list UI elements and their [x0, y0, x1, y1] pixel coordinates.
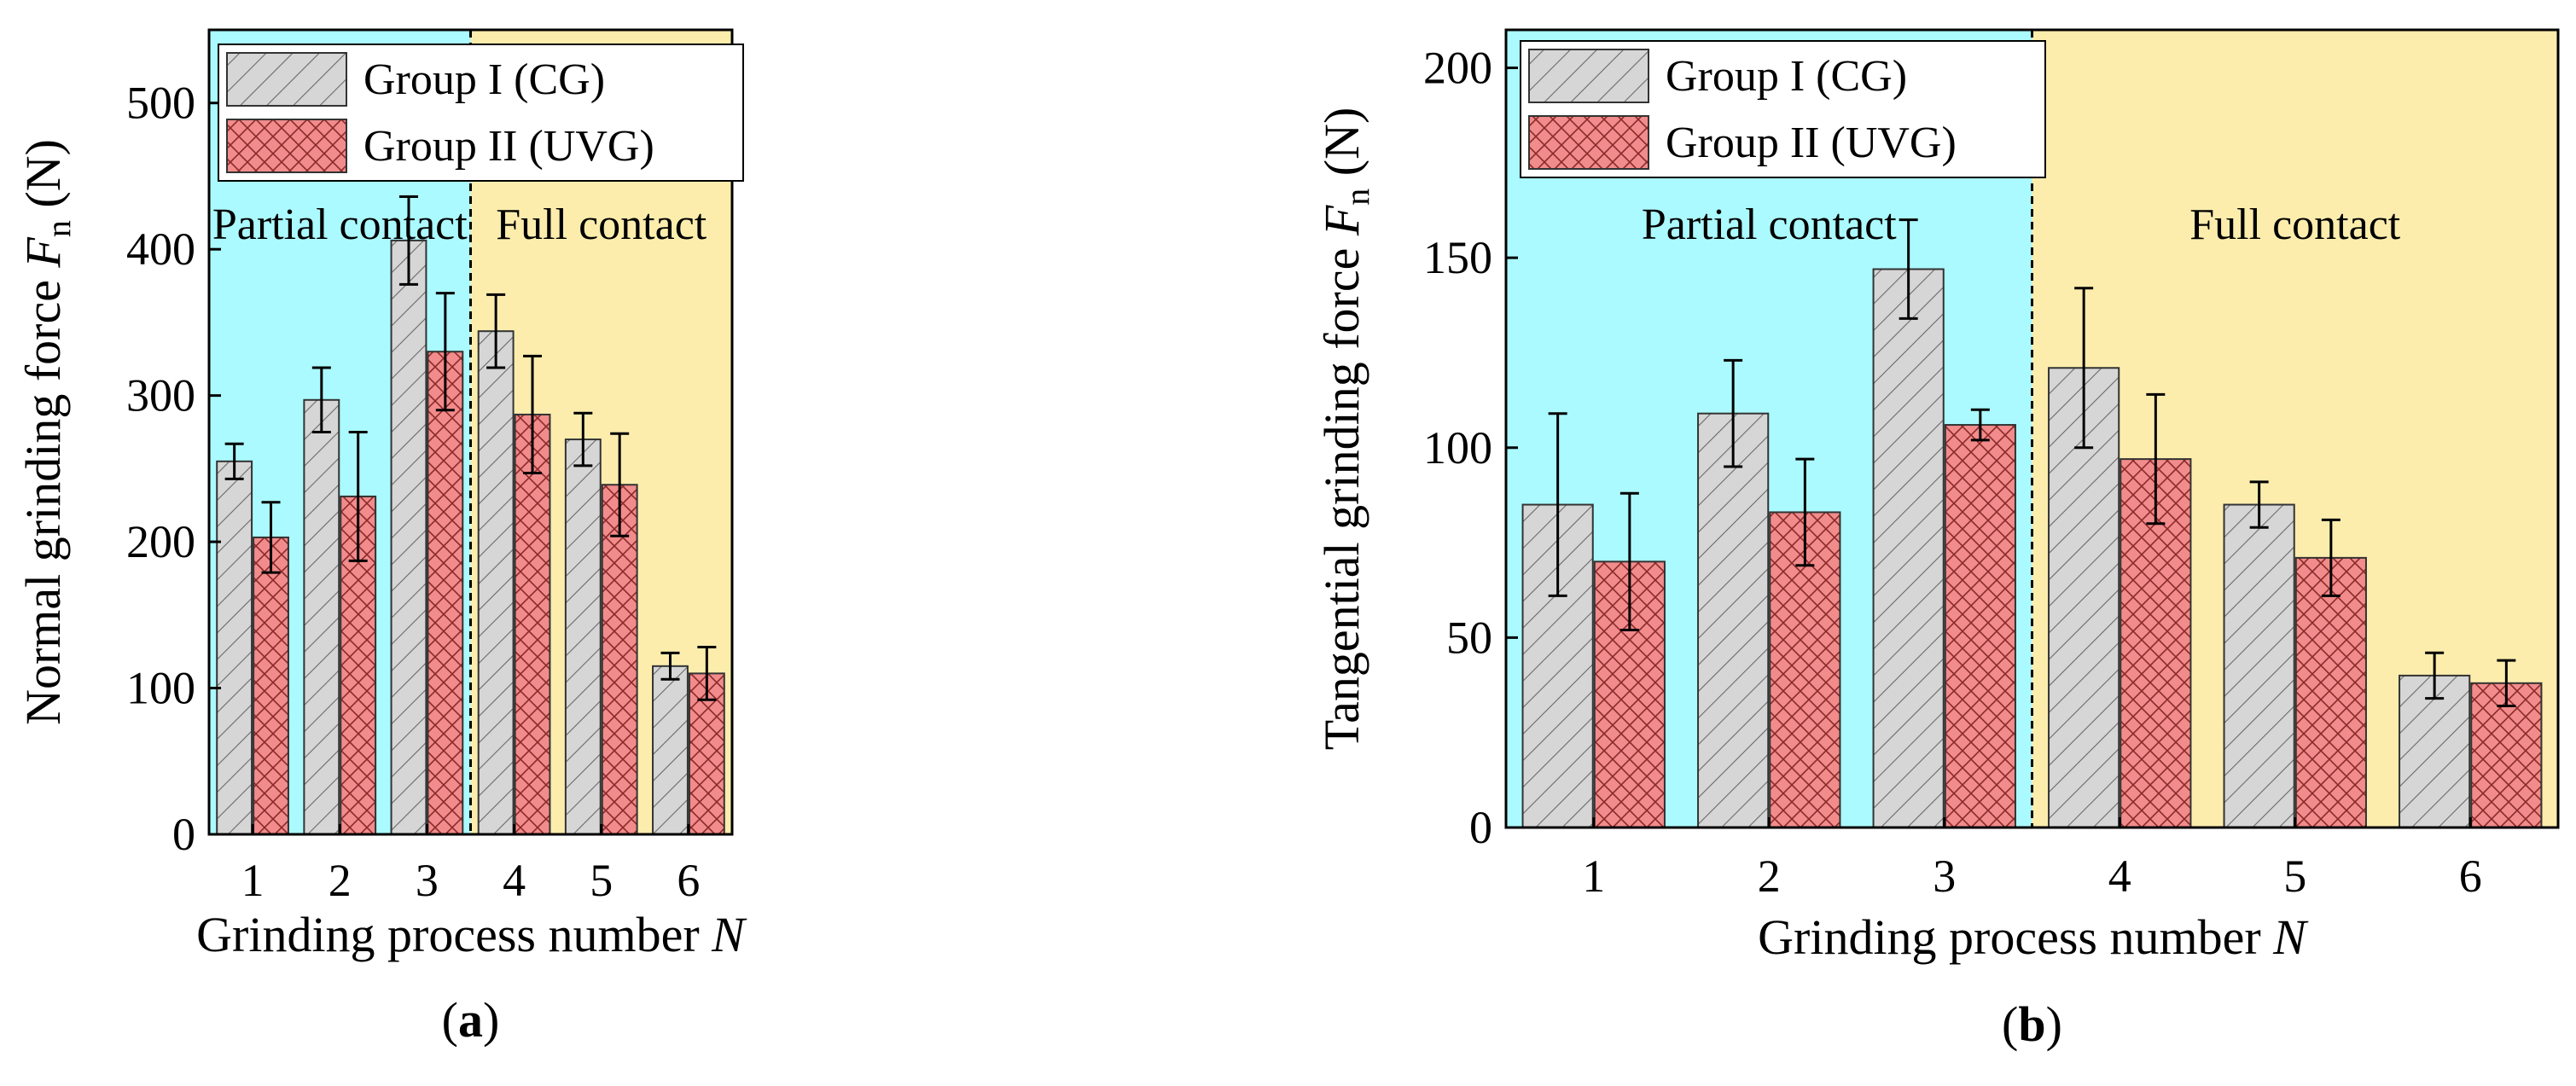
legend-swatch-uvg [226, 119, 347, 173]
x-tick-label: 4 [2108, 851, 2131, 902]
y-tick-label: 0 [1469, 802, 1492, 853]
chart-panel-a: Partial contact Full contact 0 100 200 300 400… [15, 28, 747, 1048]
y-axis-title-text: Normal grinding force [15, 280, 71, 725]
y-tick-label: 200 [126, 516, 195, 567]
y-axis-title: Normal grinding force Fn (N) [15, 139, 78, 725]
x-tick-label: 3 [416, 855, 439, 906]
x-axis-title-space [2261, 909, 2274, 965]
y-tick-label: 300 [126, 370, 195, 421]
plot-frame [1504, 28, 2560, 829]
bar-cg [564, 438, 602, 836]
y-axis-title-unit: (N) [1314, 107, 1369, 177]
chart-panel-b: Partial contact Full contact 0 50 100 150 200 1… [1314, 28, 2560, 1052]
legend-swatch-cg [1528, 49, 1649, 103]
x-tick-label: 5 [590, 855, 613, 906]
legend-label: Group II (UVG) [1666, 119, 1957, 167]
panel-label-open: ( [442, 992, 458, 1048]
x-tick-label: 2 [329, 855, 352, 906]
y-axis-title-space [1314, 235, 1369, 248]
y-axis-title-space [1314, 176, 1369, 189]
legend-swatch-cg [226, 52, 347, 107]
y-tick-label: 100 [1423, 422, 1492, 473]
panel-label-close: ) [2046, 996, 2062, 1052]
bar-uvg [253, 536, 289, 835]
x-tick-label: 1 [1582, 851, 1605, 902]
y-tick-label: 0 [172, 809, 195, 860]
x-axis-title-space [700, 907, 712, 962]
y-tick-label: 500 [126, 78, 195, 129]
x-axis-title: Grinding process number N [1758, 909, 2309, 965]
bar-cg [216, 460, 253, 835]
y-axis-title-subscript: n [39, 220, 78, 237]
y-tick-label: 100 [126, 663, 195, 714]
bar-cg [1872, 268, 1945, 828]
x-tick-label: 4 [503, 855, 526, 906]
y-tick-label: 50 [1446, 612, 1492, 663]
y-axis-title: Tangential grinding force Fn (N) [1314, 107, 1376, 751]
y-axis-title-text: Tangential grinding force [1314, 248, 1369, 751]
y-axis-title-variable: F [1314, 205, 1369, 236]
bar-cg [303, 398, 340, 835]
region-label: Full contact [496, 200, 707, 249]
bar-cg [2399, 674, 2471, 829]
x-tick-label: 3 [1933, 851, 1956, 902]
x-tick-label: 6 [677, 855, 700, 906]
x-tick-label: 5 [2283, 851, 2306, 902]
x-tick-label: 6 [2459, 851, 2482, 902]
panel-label-open: ( [2002, 996, 2018, 1052]
bar-uvg [2294, 556, 2367, 829]
bar-cg [1697, 412, 1770, 828]
region-label: Partial contact [212, 200, 468, 249]
y-axis-title-space [15, 268, 71, 281]
x-axis-title-variable: N [2272, 909, 2309, 965]
bar-cg [2223, 503, 2295, 828]
y-axis-title-space [15, 208, 71, 221]
legend: Group I (CG) Group II (UVG) [1520, 40, 2046, 178]
legend-label: Group I (CG) [363, 55, 605, 104]
legend-swatch-uvg [1528, 115, 1649, 170]
panel-label-letter: b [2018, 996, 2045, 1052]
y-tick-label: 200 [1423, 43, 1492, 94]
y-axis-title-subscript: n [1338, 189, 1376, 206]
x-tick-label: 1 [241, 855, 265, 906]
x-axis-title-variable: N [711, 907, 747, 962]
legend-label: Group II (UVG) [363, 122, 654, 171]
bar-uvg [514, 413, 551, 835]
panel-label: (b) [2002, 996, 2062, 1052]
x-tick-label: 2 [1758, 851, 1781, 902]
region-label: Full contact [2189, 200, 2401, 249]
bar-uvg [427, 351, 464, 835]
bar-cg [390, 239, 427, 835]
legend: Group I (CG) Group II (UVG) [218, 44, 744, 182]
panel-label-close: ) [483, 992, 499, 1048]
legend-label: Group I (CG) [1666, 52, 1907, 101]
chart-panels: Partial contact Full contact 0 100 200 300 400… [15, 28, 2560, 1052]
panel-label-letter: a [458, 992, 483, 1048]
panel-label: (a) [442, 992, 500, 1048]
y-tick-label: 400 [126, 224, 195, 275]
y-axis-title-variable: F [15, 237, 71, 269]
bar-uvg [1944, 424, 2016, 828]
x-axis-title-text: Grinding process number [1758, 909, 2261, 965]
y-axis-title-unit: (N) [15, 139, 71, 208]
plot-frame [207, 28, 734, 836]
bar-cg [477, 330, 515, 835]
bar-cg [652, 665, 689, 835]
region-label: Partial contact [1642, 200, 1897, 249]
x-axis-title-text: Grinding process number [196, 907, 700, 962]
y-tick-label: 150 [1423, 232, 1492, 283]
x-axis-title: Grinding process number N [196, 907, 747, 962]
